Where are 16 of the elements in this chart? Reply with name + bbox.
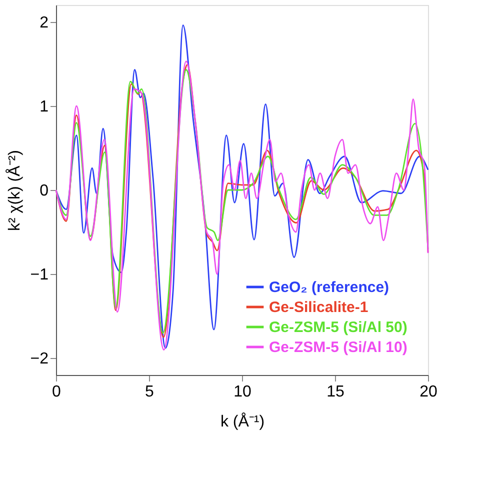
y-tick-label: 1 — [40, 98, 49, 116]
x-tick-label: 0 — [52, 384, 62, 400]
legend-label: Ge-ZSM-5 (Si/Al 10) — [269, 339, 408, 356]
y-axis-title: k² χ(k) (Å⁻²) — [5, 150, 24, 231]
y-tick-label: −1 — [30, 266, 49, 284]
x-tick-label: 10 — [234, 384, 252, 400]
y-tick-label: 2 — [40, 14, 49, 32]
x-tick-label: 20 — [420, 384, 438, 400]
legend-label: Ge-Silicalite-1 — [269, 299, 368, 316]
legend-label: GeO₂ (reference) — [269, 279, 390, 296]
legend-label: Ge-ZSM-5 (Si/Al 50) — [269, 319, 408, 336]
x-axis-title: k (Å⁻¹) — [220, 412, 265, 430]
y-tick-label: −2 — [30, 350, 49, 368]
x-tick-label: 15 — [326, 384, 344, 400]
x-tick-label: 5 — [145, 384, 154, 400]
y-tick-label: 0 — [40, 182, 49, 200]
